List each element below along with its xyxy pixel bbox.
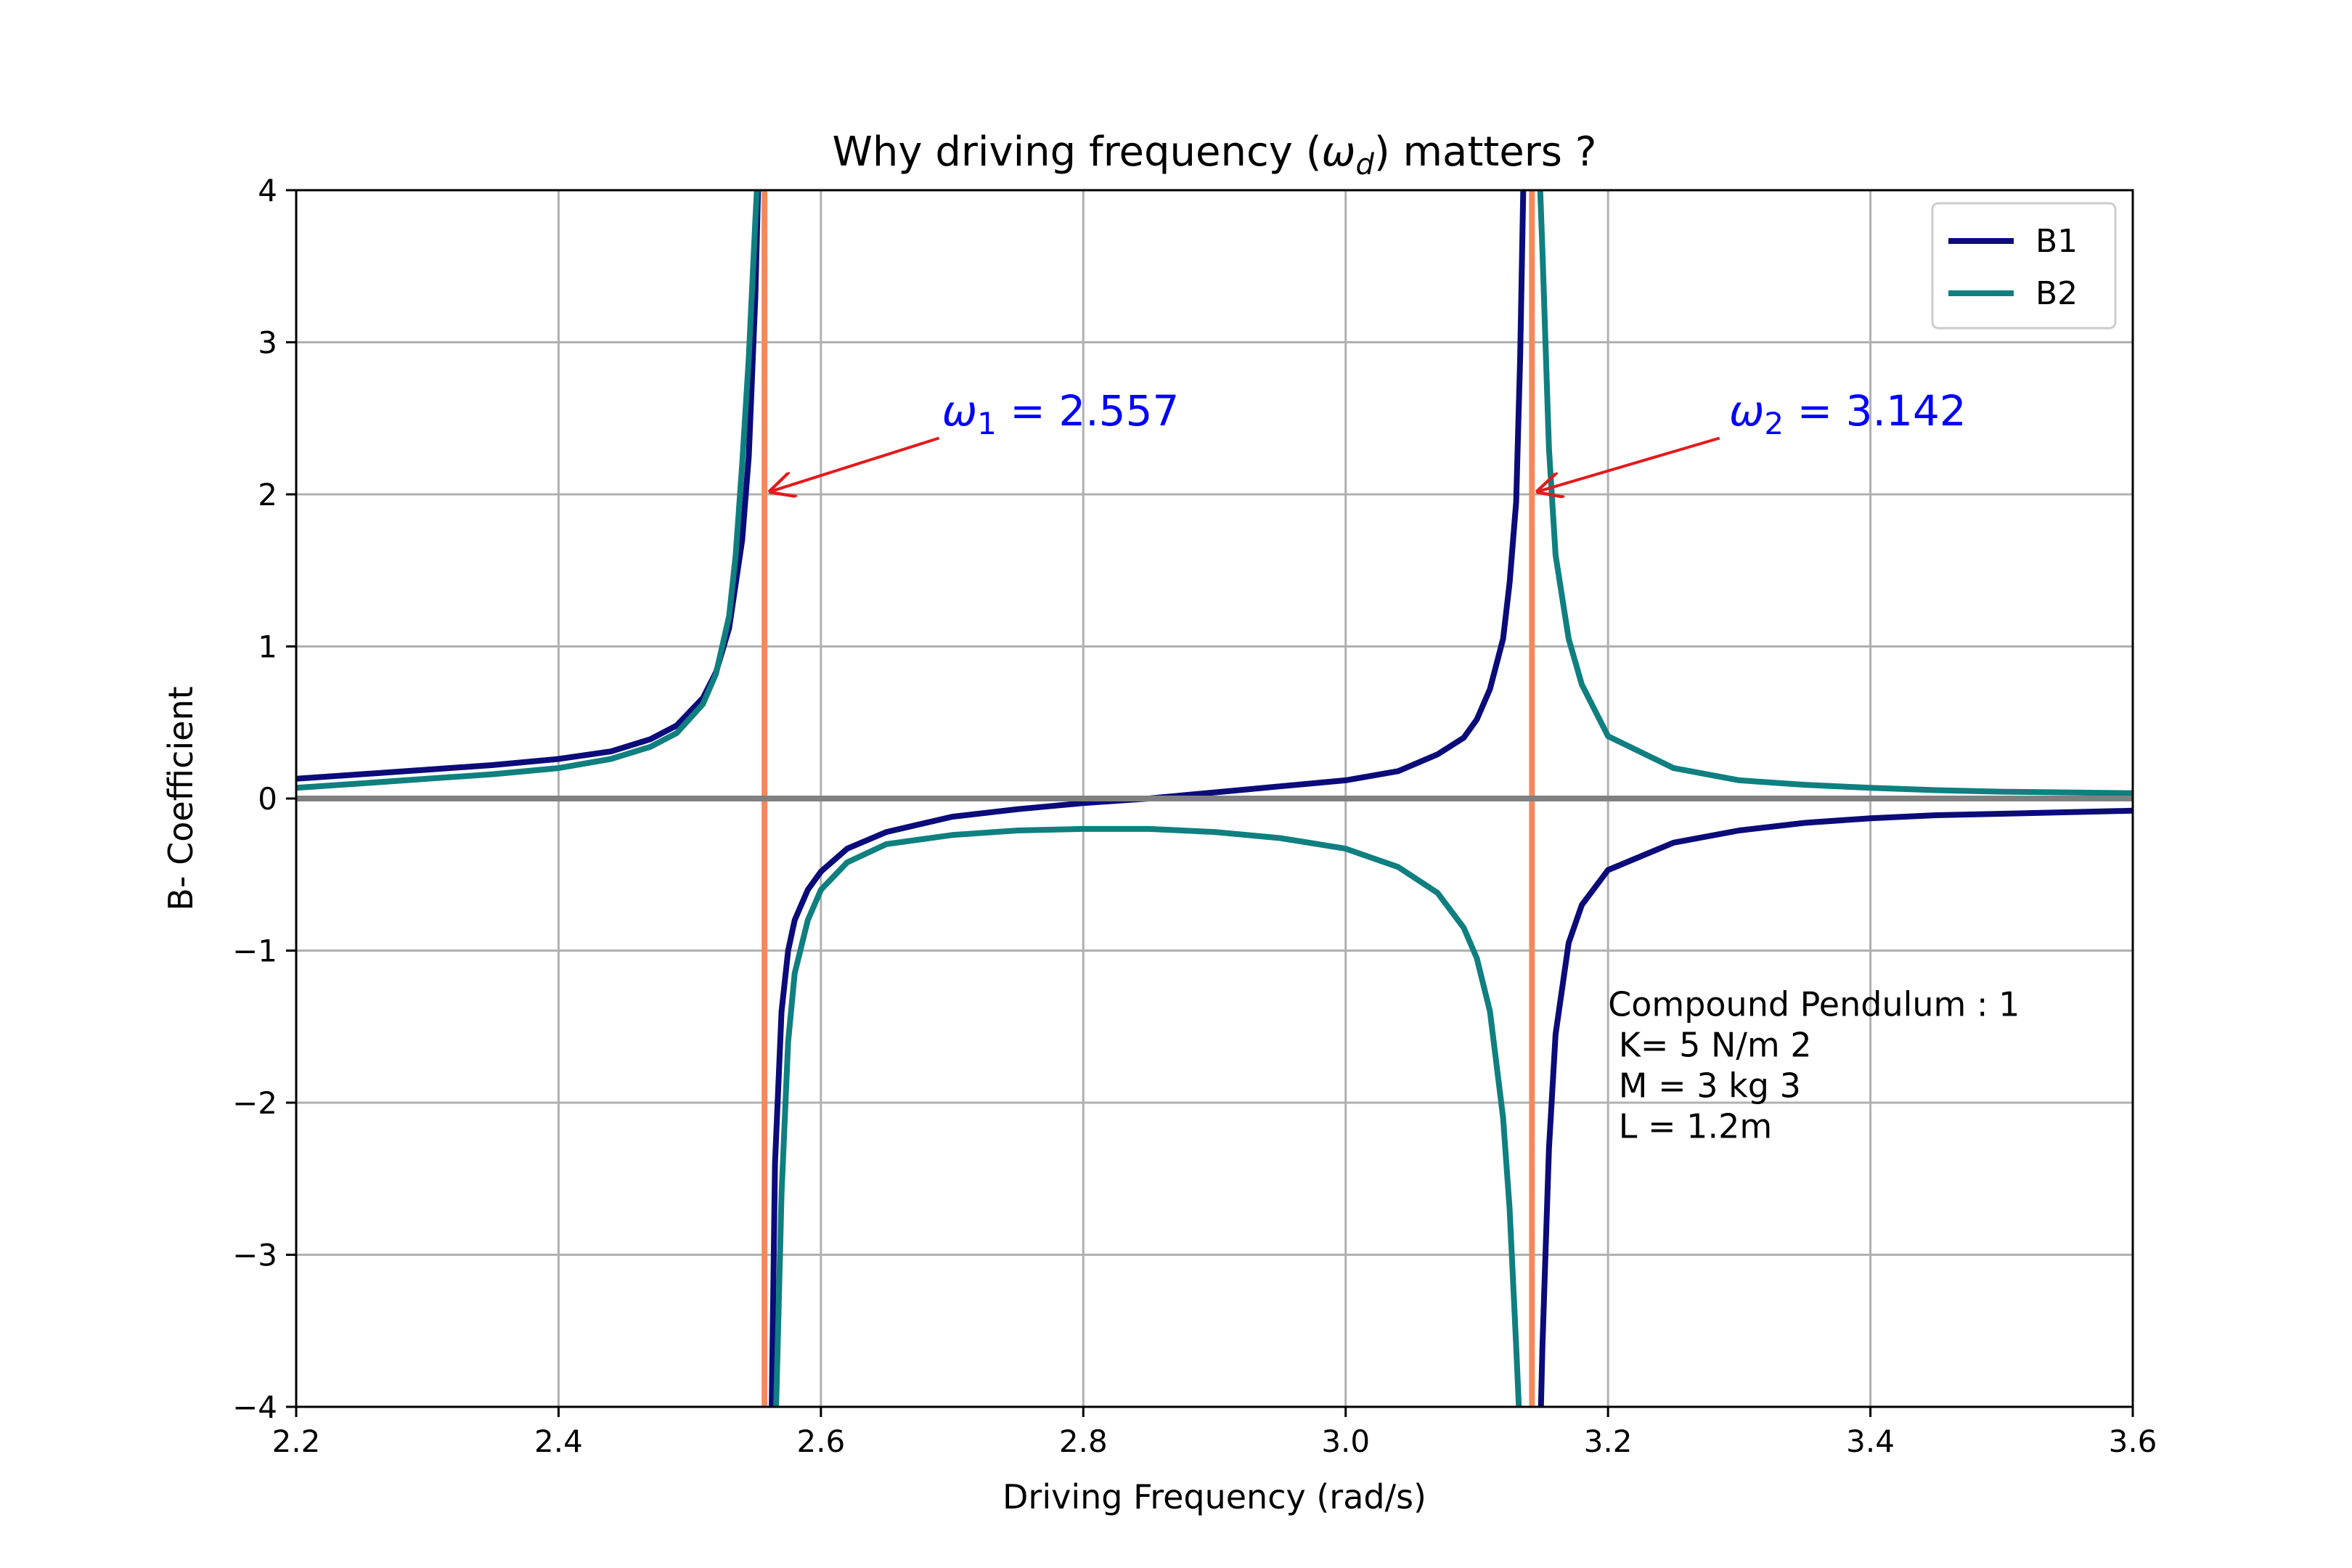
legend-box — [1931, 202, 2117, 330]
y-tick-label: −1 — [232, 934, 277, 969]
y-tick-label: 4 — [258, 173, 277, 208]
x-axis-label: Driving Frequency (rad/s) — [1003, 1477, 1426, 1516]
pendulum-info-line: L = 1.2m — [1608, 1106, 1772, 1146]
pendulum-info-line: Compound Pendulum : 1 — [1608, 984, 2020, 1024]
x-tick-label: 3.6 — [2109, 1424, 2157, 1459]
pendulum-info-line: M = 3 kg 3 — [1608, 1066, 1801, 1105]
y-tick-label: −2 — [232, 1085, 277, 1121]
annotation-omega-2: ω2 = 3.142 — [1729, 386, 1967, 441]
y-tick-label: 3 — [258, 325, 277, 361]
x-tick-label: 2.6 — [796, 1424, 845, 1459]
x-tick-label: 2.4 — [534, 1424, 583, 1459]
series-line-b1 — [1538, 807, 2133, 1407]
y-tick-label: −4 — [232, 1389, 277, 1425]
x-tick-label: 3.0 — [1321, 1424, 1370, 1459]
y-axis-label: B- Coefficient — [161, 686, 200, 910]
legend-label-b1: B1 — [2035, 223, 2078, 260]
annotation-arrow — [1538, 436, 1720, 491]
series-line-b2 — [296, 190, 760, 791]
pendulum-info: Compound Pendulum : 1 K= 5 N/m 2 M = 3 k… — [1608, 984, 2020, 1146]
pendulum-info-line: K= 5 N/m 2 — [1608, 1025, 1811, 1064]
series-line-b1 — [769, 190, 1527, 1407]
y-tick-label: 0 — [258, 781, 277, 817]
series-layer — [296, 190, 2133, 1407]
x-tick-label: 2.2 — [272, 1424, 321, 1459]
annotation-arrow — [771, 436, 940, 491]
x-tick-label: 3.4 — [1846, 1424, 1895, 1459]
annotations: ω1 = 2.557 ω2 = 3.142 Compound Pendulum : … — [771, 386, 2020, 1146]
series-line-b1 — [296, 190, 761, 782]
y-tick-label: −3 — [232, 1238, 277, 1273]
overlay-layer — [296, 190, 2133, 1407]
ticks: 2.2 2.4 2.6 2.8 3.0 3.2 3.4 3.6 4 3 2 1 0 −1 −2 −3 −4 — [232, 173, 2157, 1459]
chart-title: Why driving frequency (ωd) matters ? — [833, 128, 1597, 181]
series-line-b2 — [773, 825, 1522, 1407]
x-tick-label: 3.2 — [1584, 1424, 1633, 1459]
x-tick-label: 2.8 — [1059, 1424, 1108, 1459]
y-tick-label: 2 — [258, 477, 277, 513]
y-tick-label: 1 — [258, 629, 277, 665]
annotation-omega-1: ω1 = 2.557 — [942, 386, 1180, 441]
legend-label-b2: B2 — [2035, 275, 2078, 312]
